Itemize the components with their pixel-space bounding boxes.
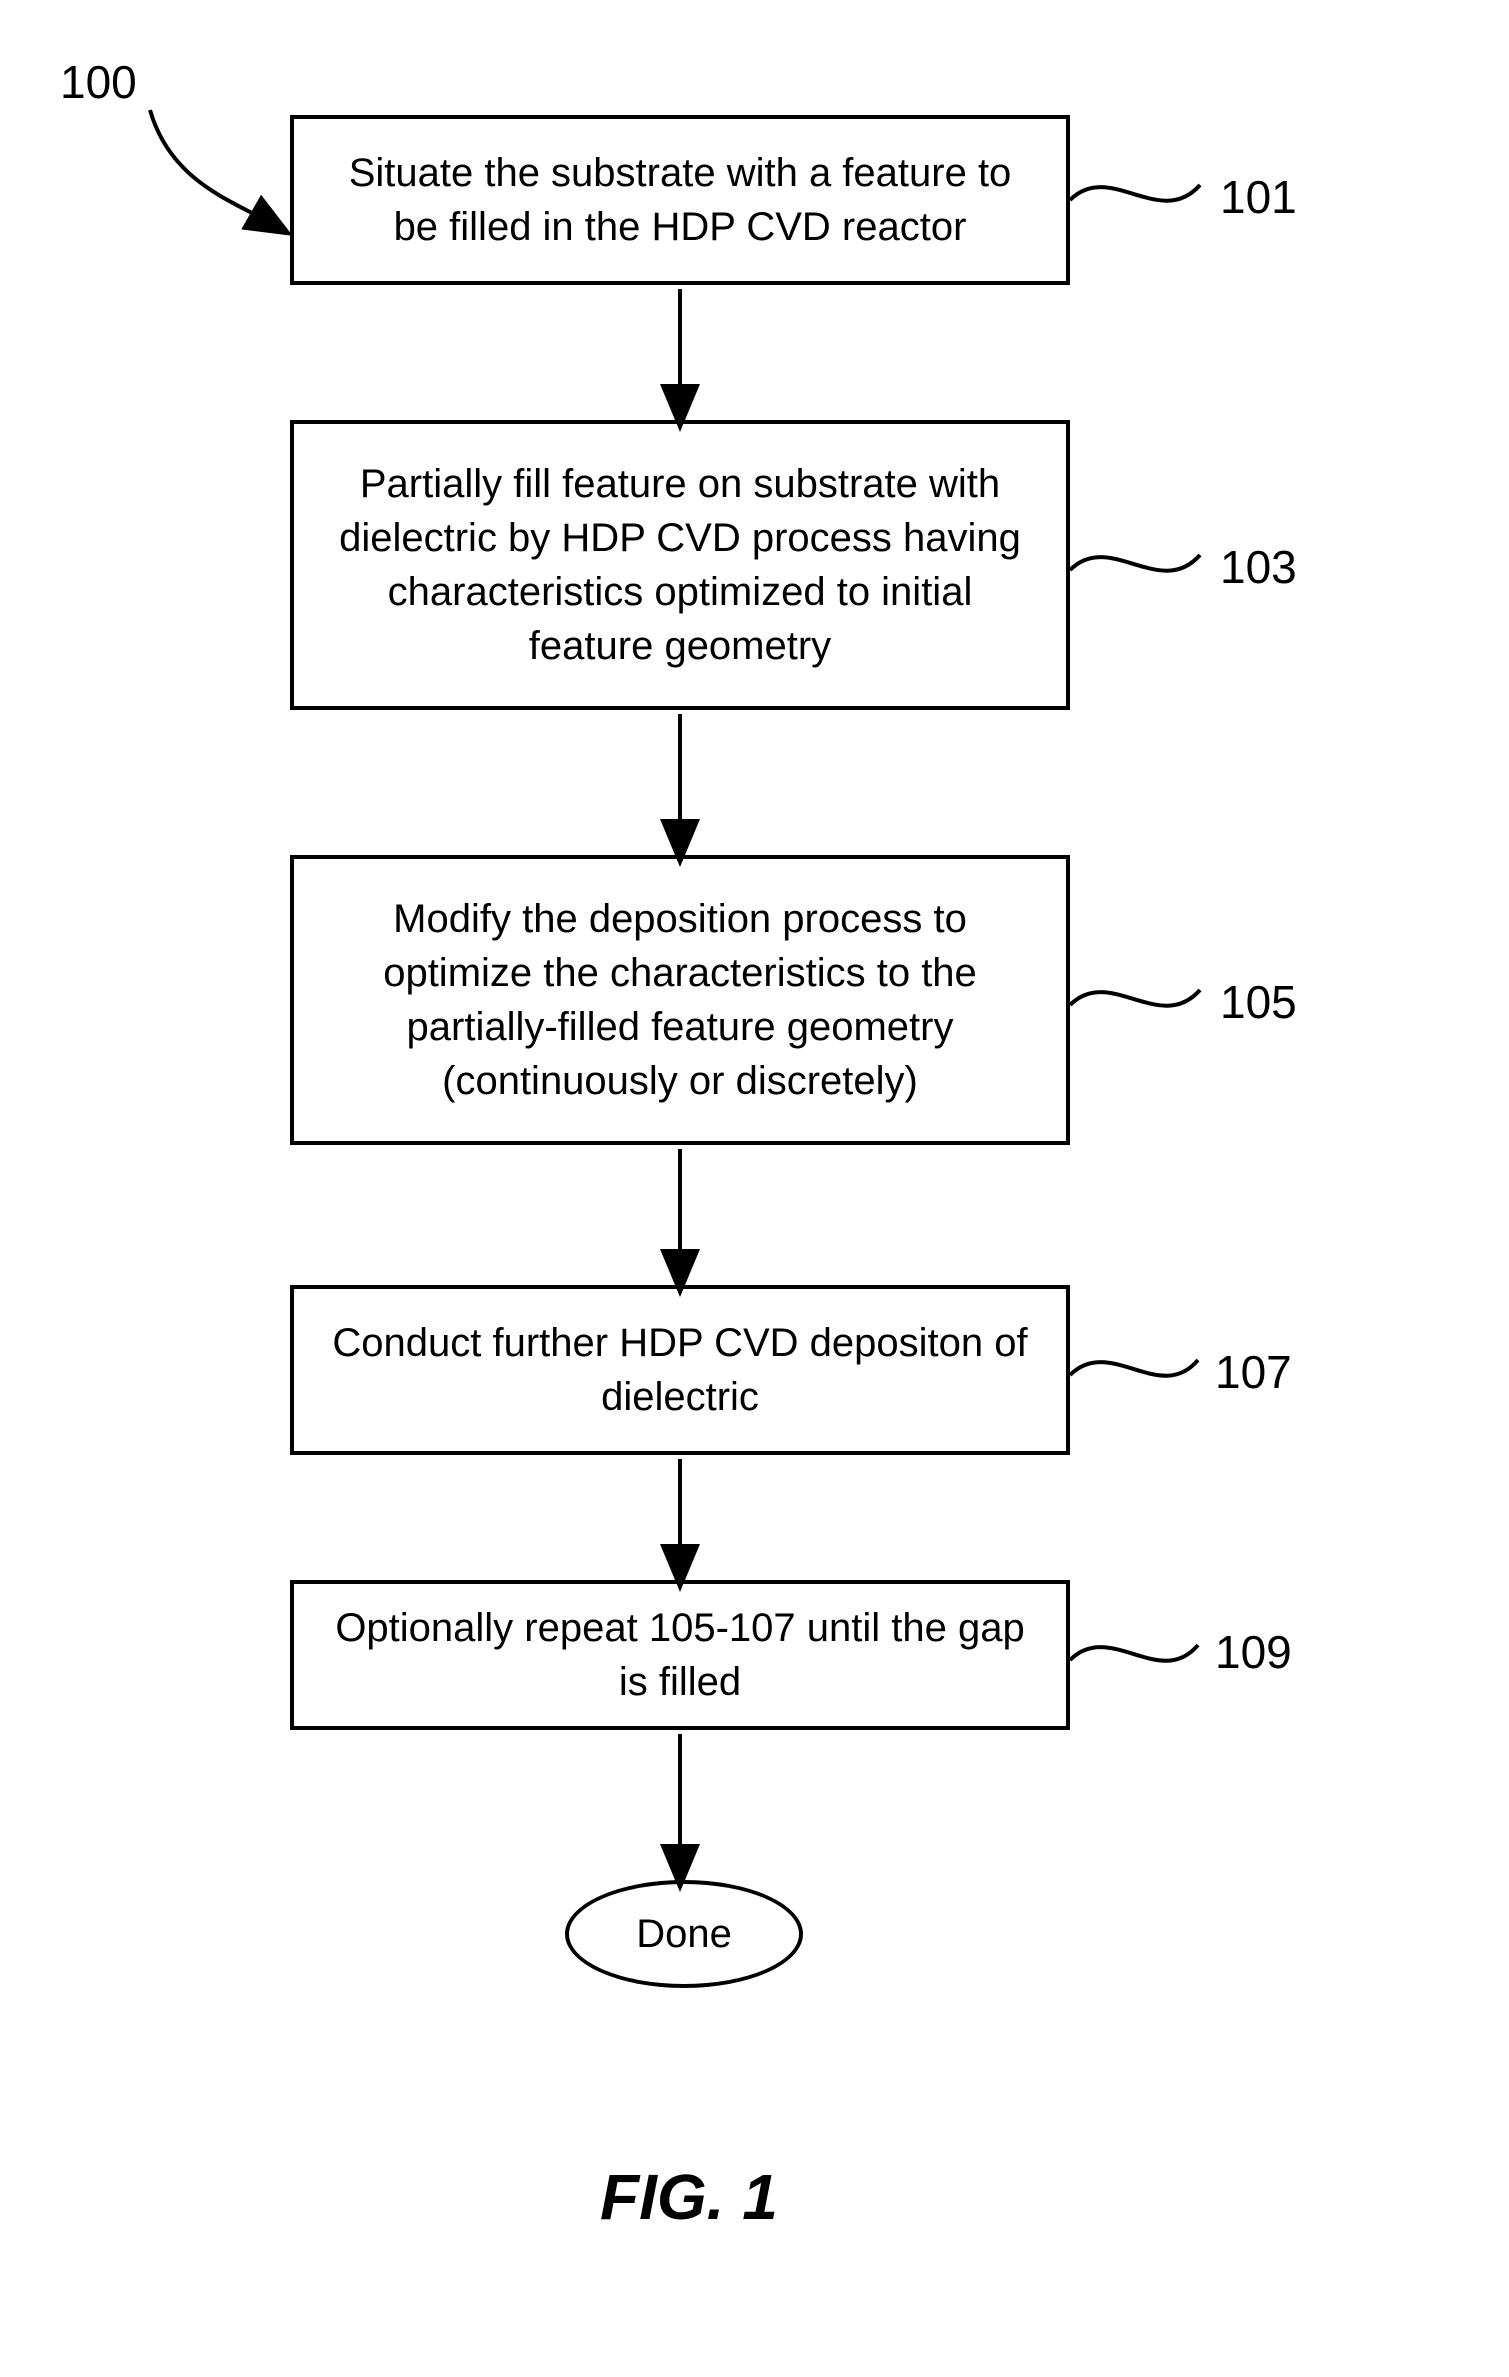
label-103: 103 (1220, 540, 1297, 594)
connectors-overlay (0, 0, 1509, 2377)
tilde-103 (1070, 555, 1200, 571)
step-101-text: Situate the substrate with a feature to … (324, 146, 1036, 254)
curve-100 (150, 110, 265, 220)
label-109: 109 (1215, 1625, 1292, 1679)
step-103-text: Partially fill feature on substrate with… (324, 457, 1036, 673)
label-101-text: 101 (1220, 171, 1297, 223)
step-107: Conduct further HDP CVD depositon of die… (290, 1285, 1070, 1455)
tilde-109 (1070, 1645, 1198, 1661)
label-105: 105 (1220, 975, 1297, 1029)
figure-page: 100 Situate the substrate with a feature… (0, 0, 1509, 2377)
label-100: 100 (60, 55, 137, 109)
label-107: 107 (1215, 1345, 1292, 1399)
figure-caption-text: FIG. 1 (600, 2161, 778, 2233)
step-103: Partially fill feature on substrate with… (290, 420, 1070, 710)
step-101: Situate the substrate with a feature to … (290, 115, 1070, 285)
step-109: Optionally repeat 105-107 until the gap … (290, 1580, 1070, 1730)
tilde-105 (1070, 990, 1200, 1006)
step-107-text: Conduct further HDP CVD depositon of die… (324, 1316, 1036, 1424)
tilde-107 (1070, 1360, 1198, 1376)
figure-caption: FIG. 1 (600, 2160, 778, 2234)
label-103-text: 103 (1220, 541, 1297, 593)
label-105-text: 105 (1220, 976, 1297, 1028)
label-109-text: 109 (1215, 1626, 1292, 1678)
step-105: Modify the deposition process to optimiz… (290, 855, 1070, 1145)
label-107-text: 107 (1215, 1346, 1292, 1398)
label-101: 101 (1220, 170, 1297, 224)
done-text: Done (636, 1912, 732, 1957)
tilde-101 (1070, 185, 1200, 201)
done-terminator: Done (565, 1880, 803, 1988)
step-105-text: Modify the deposition process to optimiz… (324, 892, 1036, 1108)
step-109-text: Optionally repeat 105-107 until the gap … (324, 1601, 1036, 1709)
label-100-text: 100 (60, 56, 137, 108)
